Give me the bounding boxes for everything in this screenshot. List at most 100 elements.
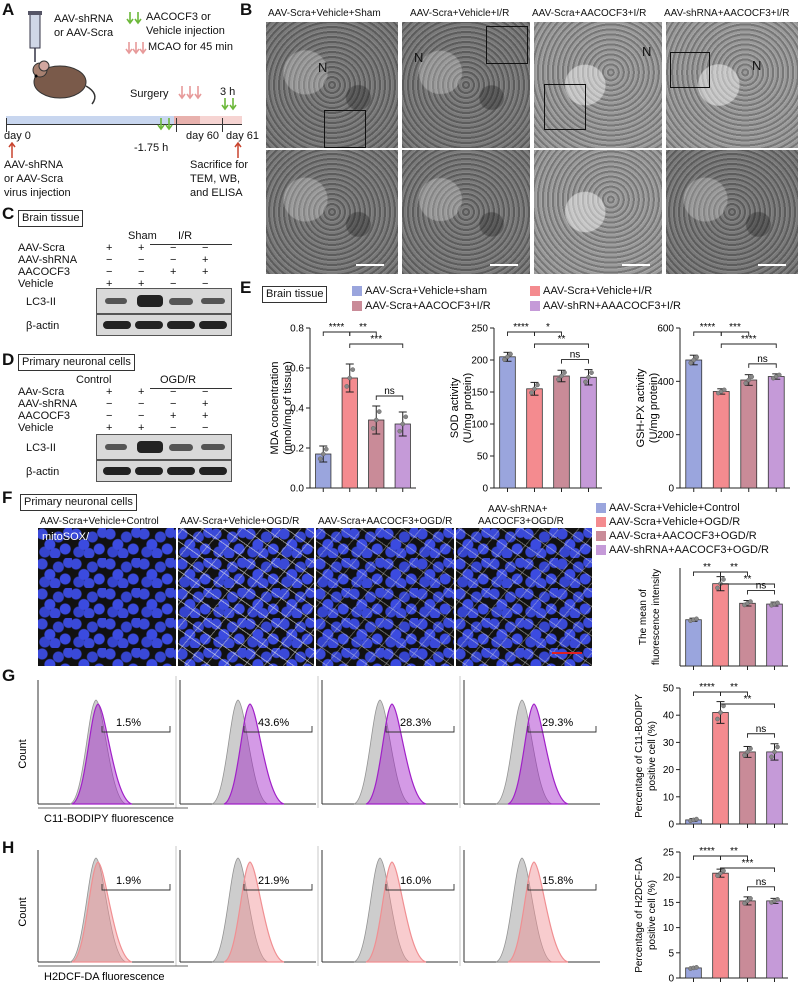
panel-c-lc3: LC3-II: [26, 296, 56, 308]
c11-dot-2-0: [742, 752, 747, 758]
panel-d-sign-3-2: −: [170, 422, 177, 434]
chart-gsh: 0 200 400 600 GSH-PX activity (U/mg protein) *…: [635, 322, 790, 495]
sacrifice-line-3: and ELISA: [190, 187, 243, 199]
h2d-ytick-label-3: 15: [663, 898, 675, 909]
c11-dot-1-0: [715, 716, 720, 722]
panel-d-row-label-3: Vehicle: [18, 422, 54, 434]
sod-sig-bracket-2: [534, 343, 589, 348]
hist-h-percent-0: 1.9%: [116, 875, 141, 887]
panel-c-sign-3-2: −: [170, 278, 177, 290]
mda-dot-1-0: [344, 384, 350, 389]
day61-label: day 61: [226, 130, 260, 142]
h175-label: -1.75 h: [134, 142, 169, 154]
h2d-sig-label-2: ***: [742, 858, 754, 869]
hist-h-color-peak-1: [223, 861, 285, 963]
c11-dot-2-2: [748, 746, 753, 751]
mda-sig-label-0: ****: [329, 322, 345, 333]
sod-sig-bracket-1: [534, 331, 562, 336]
panel-label-b: B: [240, 0, 253, 19]
panel-d-box: Primary neuronal cells: [18, 354, 135, 371]
hist-h-gate-1: [243, 884, 313, 891]
sod-ylabel-0: SOD activity: [449, 377, 461, 438]
mda-ytick-label-3: 0.6: [290, 364, 304, 375]
panel-label-f: F: [2, 488, 13, 507]
panel-c-sign-0-2: −: [170, 242, 177, 254]
hist-g-percent-2: 28.3%: [400, 717, 431, 729]
hist-g-percent-1: 43.6%: [258, 717, 289, 729]
panel-label-a: A: [2, 0, 15, 19]
fl-image-4: [456, 528, 592, 666]
hist-h-percent-2: 16.0%: [400, 875, 431, 887]
sod-dot-1-0: [529, 390, 534, 395]
h2d-ytick-label-0: 0: [668, 974, 674, 985]
panel-c-row-label-2: AACOCF3: [18, 266, 70, 278]
fmean-dot-2-2: [748, 599, 753, 604]
sod-dot-1-1: [532, 386, 537, 392]
mda-ytick-label-2: 0.4: [290, 404, 304, 415]
hist-g-gate-1: [243, 726, 313, 733]
c11-ytick-label-5: 50: [663, 684, 675, 695]
histograms-h: Count 1.9% 21.9% 16.0% 15.8% H2DCF-DA fluores…: [17, 846, 600, 983]
h2d-dot-0-2: [694, 965, 699, 970]
hist-h-color-peak-0: [71, 861, 133, 963]
sod-ytick-label-4: 200: [471, 356, 488, 367]
hist-g-color-peak-1: [223, 703, 285, 805]
mda-ytick-label-1: 0.2: [290, 444, 304, 455]
panel-e-box: Brain tissue: [262, 286, 328, 303]
chart-h2dcf-da: 0 5 10 15 20 25 Percentage of H2DCF-DA positive…: [634, 846, 788, 985]
inject-line-1: AAV-shRNA: [54, 13, 114, 25]
fmean-dot-1-2: [721, 577, 726, 582]
fmean-dot-1-0: [715, 585, 720, 591]
c11-sig-bracket-2: [720, 703, 775, 708]
hist-g-grey-peak-0: [69, 699, 127, 805]
sod-ytick-label-5: 250: [471, 324, 488, 335]
c11-sig-bracket-3: [747, 733, 775, 738]
sod-sig-label-1: *: [546, 322, 550, 333]
panel-d-sign-1-3: +: [202, 398, 209, 410]
gsh-dot-3-2: [776, 372, 782, 378]
fmean-bar-3: [766, 603, 783, 667]
sod-dot-0-0: [502, 357, 507, 362]
tem-title-2: AAV-Scra+Vehicle+I/R: [410, 8, 510, 19]
h2d-dot-1-0: [715, 873, 720, 878]
virus-line-3: virus injection: [4, 187, 71, 199]
gsh-sig-bracket-2: [720, 343, 777, 348]
timeline-bar-blue: [6, 116, 174, 124]
panel-d-sign-3-0: +: [106, 422, 113, 434]
c11-ytick-label-4: 40: [663, 711, 675, 722]
panel-c-sign-1-1: −: [138, 254, 145, 266]
fmean-bar-1: [712, 583, 729, 667]
hist-h-xlabel: H2DCF-DA fluorescence: [44, 971, 164, 983]
fmean-bar-0: [685, 619, 702, 667]
mda-dot-0-0: [317, 456, 323, 462]
h3-green-arrows-icon: [221, 98, 237, 111]
h2d-sig-label-1: **: [730, 846, 738, 857]
mda-dot-1-2: [350, 367, 356, 372]
panel-d-sign-2-1: −: [138, 410, 145, 422]
sod-dot-0-2: [508, 351, 513, 357]
fl-image-3: [316, 528, 454, 666]
tem-zoom-2: [402, 150, 530, 274]
panel-c-sign-0-3: −: [202, 242, 209, 254]
hist-g-color-peak-0: [71, 703, 133, 805]
gsh-bar-2: [740, 379, 758, 489]
gsh-sig-label-0: ****: [700, 322, 716, 333]
panel-d-control: Control: [76, 374, 112, 386]
timeline-bar-surgery: [174, 116, 200, 124]
fmean-sig-label-2: **: [744, 574, 752, 585]
gsh-sig-bracket-1: [720, 331, 750, 336]
legend-e-1: AAV-Scra+Vehicle+sham: [352, 285, 487, 297]
h2d-ytick-label-1: 5: [668, 948, 674, 959]
c11-sig-label-3: ns: [756, 724, 767, 735]
sod-sig-label-2: **: [558, 334, 566, 345]
hist-h-color-peak-2: [365, 861, 427, 963]
c11-dot-2-1: [745, 749, 750, 755]
sod-dot-2-0: [556, 377, 561, 382]
panel-label-g: G: [2, 666, 16, 685]
c11-sig-label-2: **: [744, 694, 752, 705]
hist-h-gate-2: [385, 884, 455, 891]
mda-ylabel-0: MDA concentration: [269, 362, 281, 455]
fmean-sig-bracket-1: [720, 571, 748, 576]
c11-ytick-label-2: 20: [663, 765, 675, 776]
h2d-dot-2-1: [745, 898, 750, 904]
